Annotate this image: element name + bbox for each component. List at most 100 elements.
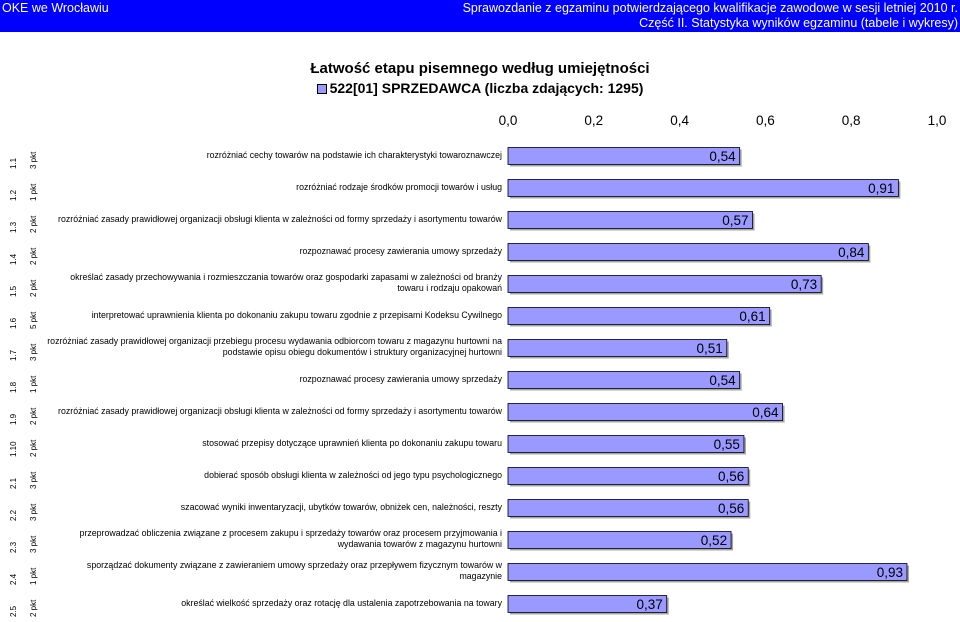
row-id: 1.5 [9, 285, 18, 297]
row-id: 2.5 [9, 605, 18, 617]
data-label: 0,84 [838, 245, 865, 260]
header-left-text: OKE we Wrocławiu [2, 1, 109, 15]
row-id: 1.2 [9, 189, 18, 201]
row-id: 2.4 [9, 573, 18, 585]
legend-swatch [316, 84, 327, 94]
skill-label-text: rozróżniać zasady prawidłowej organizacj… [47, 336, 502, 357]
data-label: 0,54 [709, 373, 736, 388]
skill-label-text: szacować wyniki inwentaryzacji, ubytków … [180, 501, 502, 512]
row-points: 2 pkt [29, 599, 38, 617]
row-id: 2.2 [9, 509, 18, 521]
data-label: 0,91 [868, 181, 894, 196]
data-label: 0,93 [877, 565, 903, 580]
chart-title: Łatwość etapu pisemnego według umiejętno… [310, 60, 650, 77]
row-id: 2.3 [9, 541, 18, 553]
row-points: 2 pkt [29, 247, 38, 265]
skill-label-text: rozpoznawać procesy zawierania umowy spr… [299, 245, 502, 256]
row-points: 3 pkt [29, 535, 38, 553]
x-tick-label: 0,8 [842, 113, 861, 128]
bar [507, 275, 822, 293]
data-label: 0,54 [709, 149, 736, 164]
bar [507, 467, 749, 485]
row-points: 1 pkt [29, 567, 38, 585]
row-points: 1 pkt [29, 183, 38, 201]
skill-label-text: interpretować uprawnienia klienta po dok… [91, 309, 502, 320]
skill-label: rozróżniać zasady prawidłowej organizacj… [42, 331, 502, 363]
skill-label: rozróżniać rodzaje środków promocji towa… [42, 171, 502, 203]
row-id: 1.9 [9, 413, 18, 425]
skill-label-text: rozróżniać zasady prawidłowej organizacj… [58, 213, 502, 224]
skill-label-text: określać wielkość sprzedaży oraz rotację… [181, 597, 502, 608]
row-points: 2 pkt [29, 439, 38, 457]
skill-label: sporządzać dokumenty związane z zawieran… [42, 555, 502, 587]
skill-label-text: rozróżniać rodzaje środków promocji towa… [296, 181, 502, 192]
row-points: 3 pkt [29, 151, 38, 169]
header-bar: OKE we Wrocławiu Sprawozdanie z egzaminu… [0, 0, 960, 32]
skill-label: stosować przepisy dotyczące uprawnień kl… [42, 427, 502, 459]
data-label: 0,56 [718, 469, 744, 484]
bar [507, 595, 668, 613]
row-id: 1.7 [9, 349, 18, 361]
bar [507, 307, 771, 325]
bar [507, 371, 741, 389]
bar [507, 531, 732, 549]
skill-label-text: przeprowadzać obliczenia związane z proc… [79, 528, 502, 549]
row-points: 2 pkt [29, 215, 38, 233]
x-tick-label: 0,2 [584, 113, 603, 128]
bar [507, 243, 869, 261]
x-tick-label: 0,4 [670, 113, 689, 128]
row-id: 1.6 [9, 317, 18, 329]
skill-label-text: rozpoznawać procesy zawierania umowy spr… [299, 373, 502, 384]
bar [507, 211, 753, 229]
data-label: 0,64 [752, 405, 779, 420]
row-points: 2 pkt [29, 279, 38, 297]
skill-label: rozpoznawać procesy zawierania umowy spr… [42, 363, 502, 395]
skill-label: określać zasady przechowywania i rozmies… [42, 267, 502, 299]
skill-label: dobierać sposób obsługi klienta w zależn… [42, 459, 502, 491]
skill-label-text: określać zasady przechowywania i rozmies… [70, 272, 502, 293]
skill-label: szacować wyniki inwentaryzacji, ubytków … [42, 491, 502, 523]
data-label: 0,73 [791, 277, 817, 292]
skill-label: rozpoznawać procesy zawierania umowy spr… [42, 235, 502, 267]
data-label: 0,37 [636, 597, 662, 612]
bar [507, 499, 749, 517]
row-points: 3 pkt [29, 471, 38, 489]
x-tick-label: 0,6 [756, 113, 775, 128]
skill-label-text: sporządzać dokumenty związane z zawieran… [86, 560, 502, 581]
bar [507, 179, 899, 197]
skill-label-text: stosować przepisy dotyczące uprawnień kl… [202, 437, 502, 448]
row-id: 1.10 [9, 441, 18, 457]
skill-label: interpretować uprawnienia klienta po dok… [42, 299, 502, 331]
skill-label: rozróżniać zasady prawidłowej organizacj… [42, 395, 502, 427]
data-label: 0,56 [718, 501, 744, 516]
row-points: 2 pkt [29, 407, 38, 425]
row-id: 1.1 [9, 157, 18, 169]
x-tick-label: 1,0 [928, 113, 947, 128]
skill-label-text: dobierać sposób obsługi klienta w zależn… [204, 469, 502, 480]
row-points: 5 pkt [29, 311, 38, 329]
skill-label: przeprowadzać obliczenia związane z proc… [42, 523, 502, 555]
bar [507, 403, 783, 421]
row-id: 1.4 [9, 253, 18, 265]
header-right-line1: Sprawozdanie z egzaminu potwierdzającego… [462, 1, 958, 15]
data-label: 0,52 [701, 533, 727, 548]
data-label: 0,55 [714, 437, 740, 452]
bar [507, 339, 728, 357]
skill-label: określać wielkość sprzedaży oraz rotację… [42, 587, 502, 619]
skill-label-text: rozróżniać zasady prawidłowej organizacj… [58, 405, 502, 416]
bar [507, 563, 908, 581]
legend-label: 522[01] SPRZEDAWCA (liczba zdających: 12… [329, 80, 644, 96]
row-id: 1.8 [9, 381, 18, 393]
row-id: 2.1 [9, 477, 18, 489]
row-points: 3 pkt [29, 503, 38, 521]
skill-label: rozróżniać zasady prawidłowej organizacj… [42, 203, 502, 235]
chart-legend: 522[01] SPRZEDAWCA (liczba zdających: 12… [0, 80, 960, 96]
row-points: 1 pkt [29, 375, 38, 393]
bar [507, 435, 745, 453]
header-right-line2: Część II. Statystyka wyników egzaminu (t… [639, 16, 958, 30]
skill-label-text: rozróżniać cechy towarów na podstawie ic… [206, 149, 502, 160]
x-tick-label: 0,0 [499, 113, 518, 128]
data-label: 0,57 [722, 213, 748, 228]
skill-label: rozróżniać cechy towarów na podstawie ic… [42, 139, 502, 171]
